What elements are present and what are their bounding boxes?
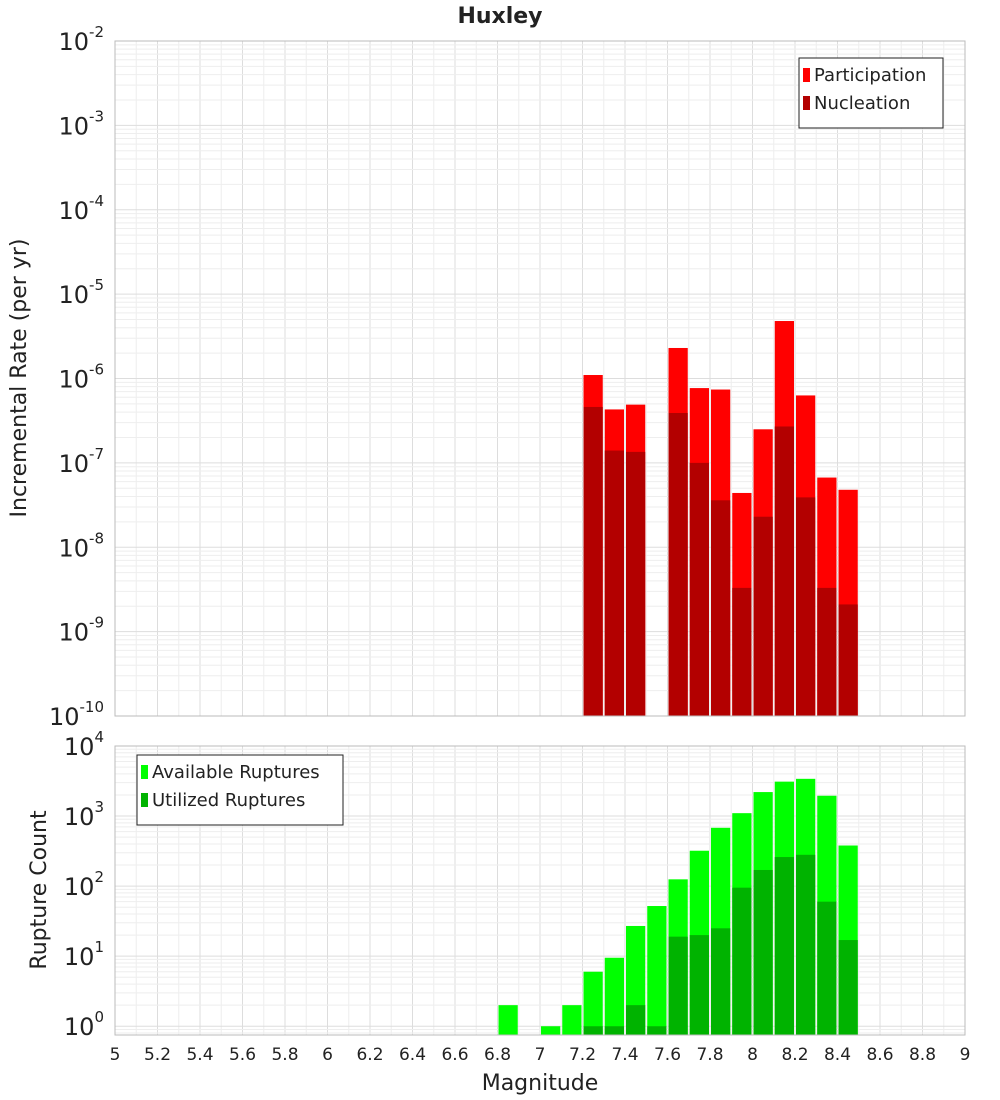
- x-tick-label: 6.8: [484, 1045, 511, 1065]
- x-tick-label: 6.2: [356, 1045, 383, 1065]
- bottom-bar-series1-13: [774, 857, 794, 1035]
- bottom-plot-bars: [498, 778, 858, 1035]
- bottom-y-tick-label: 103: [64, 798, 104, 831]
- x-tick-label: 7.4: [611, 1045, 638, 1065]
- bottom-bar-series0-5: [604, 957, 624, 1035]
- x-tick-label: 8: [747, 1045, 758, 1065]
- chart-title: Huxley: [457, 4, 542, 29]
- x-tick-label: 8.2: [781, 1045, 808, 1065]
- bottom-bar-series1-11: [732, 887, 752, 1035]
- x-tick-label: 6: [322, 1045, 333, 1065]
- bottom-y-axis-ticks: 100 101 102 103 104: [64, 728, 104, 1041]
- x-tick-label: 8.6: [866, 1045, 893, 1065]
- top-y-tick-label: 10-2: [58, 23, 104, 56]
- top-bar-series1-2: [626, 451, 646, 716]
- bottom-bar-series0-4: [583, 971, 603, 1035]
- bottom-bar-series0-3: [562, 1005, 582, 1035]
- x-tick-label: 5.2: [144, 1045, 171, 1065]
- x-tick-label: 9: [960, 1045, 971, 1065]
- x-tick-label: 8.4: [824, 1045, 851, 1065]
- top-legend-swatch-0: [803, 68, 810, 82]
- top-bar-series1-12: [838, 604, 858, 716]
- x-tick-label: 5.4: [186, 1045, 213, 1065]
- top-plot-frame: [114, 40, 966, 717]
- x-tick-label: 7.8: [696, 1045, 723, 1065]
- bottom-y-tick-label: 100: [64, 1008, 104, 1041]
- x-tick-label: 7.6: [654, 1045, 681, 1065]
- top-bar-series1-1: [604, 450, 624, 716]
- top-bar-series1-11: [817, 587, 837, 716]
- x-tick-label: 7: [535, 1045, 546, 1065]
- bottom-bar-series0-7: [647, 906, 667, 1035]
- x-tick-label: 8.8: [909, 1045, 936, 1065]
- top-y-tick-label: 10-7: [58, 445, 104, 478]
- bottom-legend-label-1: Utilized Ruptures: [152, 790, 305, 811]
- bottom-legend-swatch-0: [141, 765, 148, 779]
- top-y-tick-label: 10-8: [58, 529, 104, 562]
- bottom-bar-series1-16: [838, 940, 858, 1035]
- bottom-bar-series1-9: [689, 935, 709, 1035]
- x-tick-label: 5.6: [229, 1045, 256, 1065]
- bottom-y-tick-label: 104: [64, 728, 104, 761]
- top-plot-grid: [114, 40, 966, 717]
- top-y-axis-ticks: 10-10 10-9 10-8 10-7 10-6 10-5 10-4 10-3 10-2: [49, 23, 104, 731]
- bottom-bar-series0-2: [541, 1026, 561, 1035]
- top-bar-series1-7: [732, 587, 752, 716]
- bottom-bar-series1-4: [583, 1026, 603, 1035]
- x-tick-label: 5.8: [271, 1045, 298, 1065]
- bottom-y-tick-label: 102: [64, 868, 104, 901]
- bottom-bar-series1-12: [753, 869, 773, 1035]
- x-axis-label: Magnitude: [482, 1071, 599, 1096]
- top-y-tick-label: 10-4: [58, 192, 104, 225]
- top-y-tick-label: 10-10: [49, 698, 104, 731]
- bottom-y-axis-label: Rupture Count: [27, 810, 52, 970]
- top-legend-label-1: Nucleation: [814, 93, 910, 114]
- top-y-axis-label: Incremental Rate (per yr): [7, 239, 32, 518]
- top-bar-series1-0: [583, 406, 603, 716]
- top-bar-series1-6: [711, 500, 731, 716]
- bottom-bar-series1-8: [668, 936, 688, 1035]
- x-tick-label: 7.2: [569, 1045, 596, 1065]
- top-plot-bars: [583, 321, 858, 716]
- top-legend-swatch-1: [803, 96, 810, 110]
- x-axis-ticks: 5 5.2 5.4 5.6 5.8 6 6.2 6.4 6.6 6.8 7 7.2 7.4 7.6 7.8 8…: [110, 1045, 971, 1065]
- bottom-bar-series1-6: [626, 1005, 646, 1035]
- x-tick-label: 6.6: [441, 1045, 468, 1065]
- bottom-bar-series1-15: [817, 901, 837, 1035]
- top-bar-series1-8: [753, 516, 773, 716]
- bottom-legend: Available Ruptures Utilized Ruptures: [136, 754, 344, 826]
- top-bar-series1-10: [796, 497, 816, 716]
- bottom-bar-series0-0: [498, 1005, 518, 1035]
- bottom-bar-series1-10: [711, 928, 731, 1035]
- top-y-tick-label: 10-6: [58, 361, 104, 394]
- bottom-plot-frame: [114, 745, 966, 1036]
- top-y-tick-label: 10-9: [58, 614, 104, 647]
- bottom-legend-label-0: Available Ruptures: [152, 762, 320, 783]
- bottom-legend-box: [136, 754, 344, 826]
- bottom-legend-swatch-1: [141, 793, 148, 807]
- top-legend: Participation Nucleation: [798, 57, 944, 129]
- bottom-bar-series1-14: [796, 854, 816, 1035]
- top-bar-series1-5: [689, 462, 709, 716]
- bottom-bar-series1-7: [647, 1026, 667, 1035]
- x-tick-label: 5: [110, 1045, 121, 1065]
- top-bar-series1-4: [668, 413, 688, 716]
- x-tick-label: 6.4: [399, 1045, 426, 1065]
- top-legend-label-0: Participation: [814, 65, 926, 86]
- top-y-tick-label: 10-5: [58, 276, 104, 309]
- bottom-y-tick-label: 101: [64, 938, 104, 971]
- top-y-tick-label: 10-3: [58, 107, 104, 140]
- bottom-bar-series1-5: [604, 1026, 624, 1035]
- top-bar-series1-9: [774, 426, 794, 716]
- top-legend-box: [798, 57, 944, 129]
